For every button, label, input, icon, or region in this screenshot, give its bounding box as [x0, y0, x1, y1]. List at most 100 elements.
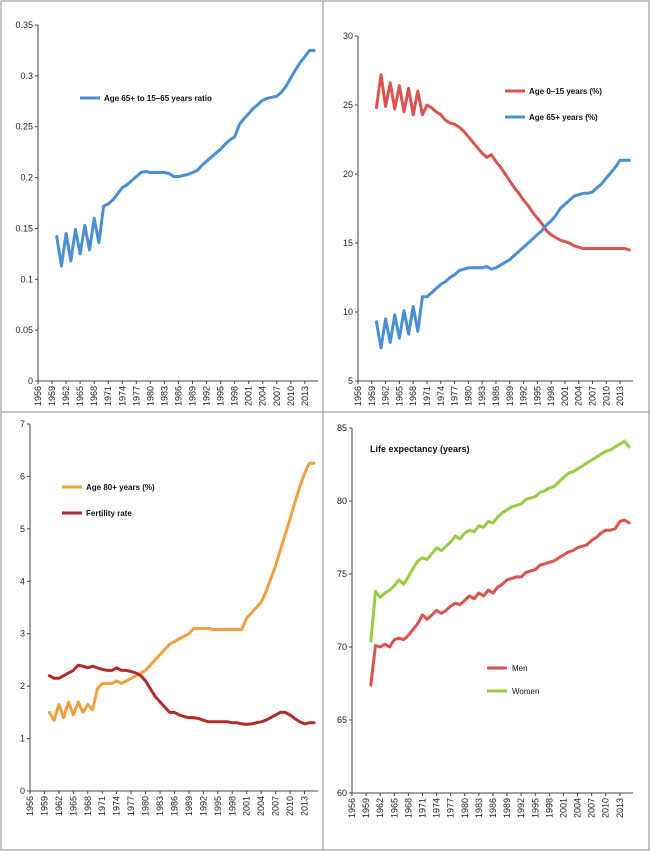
panel-bottom-right-legend: Men Women — [487, 664, 539, 696]
x-tick-label: 1986 — [491, 386, 501, 406]
y-tick-label: 15 — [343, 238, 353, 248]
x-tick-label: 1980 — [460, 798, 470, 818]
x-tick-label: 1980 — [141, 796, 151, 816]
x-tick-label: 1986 — [169, 796, 179, 816]
x-tick-label: 1971 — [417, 798, 427, 818]
x-tick-label: 1983 — [474, 798, 484, 818]
y-tick-label: 3 — [20, 629, 25, 639]
x-tick-label: 1977 — [131, 386, 141, 406]
legend-label-fertility: Fertility rate — [86, 509, 132, 518]
x-tick-label: 1998 — [546, 386, 556, 406]
x-tick-label: 1965 — [68, 796, 78, 816]
x-tick-label: 1992 — [202, 386, 212, 406]
x-tick-label: 1968 — [408, 386, 418, 406]
panel-top-left-axes: 0 0.05 0.1 0.15 0.2 0.25 0.3 0.35 1956 1959 1962 19… — [15, 20, 318, 406]
x-tick-label: 2013 — [300, 796, 310, 816]
x-tick-label: 1956 — [25, 796, 35, 816]
x-tick-label: 1998 — [230, 386, 240, 406]
x-tick-label: 1974 — [117, 386, 127, 406]
x-tick-label: 2010 — [285, 796, 295, 816]
x-tick-label: 2007 — [588, 386, 598, 406]
x-tick-label: 1974 — [436, 386, 446, 406]
x-tick-label: 1971 — [103, 386, 113, 406]
x-tick-label: 1965 — [389, 798, 399, 818]
x-tick-label: 1959 — [39, 796, 49, 816]
panel-bottom-right: 60 65 70 75 80 85 1956 1959 1962 1965 1968 1971 1974… — [322, 411, 650, 851]
x-tick-label: 1959 — [367, 386, 377, 406]
x-tick-label: 1995 — [213, 796, 223, 816]
panel-bottom-right-title: Life expectancy (years) — [370, 444, 470, 454]
x-tick-label: 1989 — [188, 386, 198, 406]
legend-label-men: Men — [512, 664, 528, 673]
x-tick-label: 1992 — [519, 386, 529, 406]
x-tick-label: 2013 — [615, 386, 625, 406]
y-tick-label: 70 — [337, 642, 347, 652]
x-tick-label: 1992 — [198, 796, 208, 816]
x-tick-label: 1995 — [532, 386, 542, 406]
y-tick-label: 80 — [337, 496, 347, 506]
x-tick-label: 1968 — [403, 798, 413, 818]
x-tick-label: 2007 — [272, 386, 282, 406]
y-tick-label: 5 — [348, 376, 353, 386]
panel-bottom-left-axes: 0 1 2 3 4 5 6 7 1956 1959 1962 1965 1968 1971 1974 1977… — [20, 419, 318, 816]
y-tick-label: 25 — [343, 100, 353, 110]
x-tick-label: 1956 — [353, 386, 363, 406]
x-tick-label: 1998 — [544, 798, 554, 818]
y-tick-label: 75 — [337, 569, 347, 579]
series-line-women — [369, 439, 631, 643]
y-tick-label: 6 — [20, 471, 25, 481]
y-tick-label: 2 — [20, 681, 25, 691]
y-tick-label: 30 — [343, 31, 353, 41]
x-tick-label: 1995 — [530, 798, 540, 818]
x-tick-label: 2010 — [286, 386, 296, 406]
x-tick-label: 2001 — [244, 386, 254, 406]
x-tick-label: 1995 — [216, 386, 226, 406]
panel-top-right-border — [322, 0, 650, 413]
x-tick-label: 1965 — [75, 386, 85, 406]
y-tick-label: 0.1 — [20, 274, 33, 284]
x-tick-label: 1974 — [112, 796, 122, 816]
x-tick-label: 1962 — [54, 796, 64, 816]
series-line-age-65-to-15-65-years-ratio — [55, 48, 316, 268]
y-tick-label: 0.2 — [20, 173, 33, 183]
series-line-age-65-years — [374, 158, 631, 350]
legend-label-ratio: Age 65+ to 15–65 years ratio — [104, 94, 212, 103]
y-tick-label: 10 — [343, 307, 353, 317]
x-tick-label: 2004 — [256, 796, 266, 816]
x-tick-label: 1977 — [446, 798, 456, 818]
panel-bottom-right-series — [369, 439, 631, 687]
x-tick-label: 2001 — [560, 386, 570, 406]
panel-bottom-left-border — [0, 411, 324, 851]
y-tick-label: 5 — [20, 524, 25, 534]
panel-top-left-legend: Age 65+ to 15–65 years ratio — [80, 94, 212, 103]
series-line-fertility-rate — [47, 663, 316, 726]
x-tick-label: 1983 — [155, 796, 165, 816]
x-tick-label: 1959 — [361, 798, 371, 818]
panel-bottom-right-axes: 60 65 70 75 80 85 1956 1959 1962 1965 1968 1971 1974… — [337, 423, 633, 818]
y-tick-label: 60 — [337, 788, 347, 798]
x-tick-label: 1971 — [97, 796, 107, 816]
y-tick-label: 0.05 — [15, 325, 33, 335]
x-tick-label: 1968 — [83, 796, 93, 816]
x-tick-label: 2004 — [573, 798, 583, 818]
y-tick-label: 85 — [337, 423, 347, 433]
legend-label-age-80: Age 80+ years (%) — [86, 483, 155, 492]
y-tick-label: 65 — [337, 715, 347, 725]
x-tick-label: 1977 — [450, 386, 460, 406]
x-tick-label: 1989 — [502, 798, 512, 818]
x-tick-label: 1983 — [477, 386, 487, 406]
x-tick-label: 1965 — [394, 386, 404, 406]
y-tick-label: 1 — [20, 734, 25, 744]
x-tick-label: 1962 — [375, 798, 385, 818]
x-tick-label: 2007 — [587, 798, 597, 818]
x-tick-label: 1962 — [61, 386, 71, 406]
panel-top-right-series — [374, 73, 631, 350]
x-tick-label: 2010 — [601, 386, 611, 406]
panel-top-right-legend: Age 0–15 years (%) Age 65+ years (%) — [505, 87, 602, 122]
series-line-age-80-years — [47, 461, 316, 722]
x-tick-label: 2004 — [574, 386, 584, 406]
y-tick-label: 0.25 — [15, 122, 33, 132]
y-tick-label: 7 — [20, 419, 25, 429]
x-tick-label: 1998 — [227, 796, 237, 816]
panel-top-left-series — [55, 48, 316, 268]
